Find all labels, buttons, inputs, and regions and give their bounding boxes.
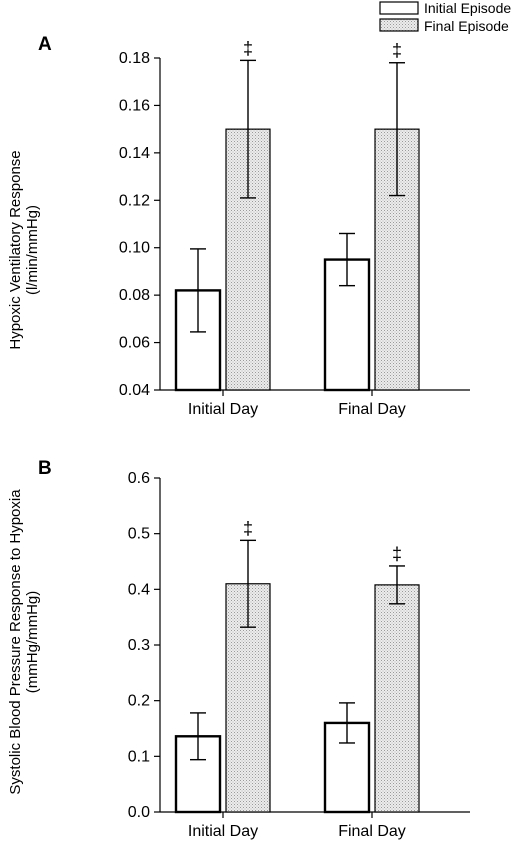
y-axis-title: Systolic Blood Pressure Response to Hypo… xyxy=(7,489,24,795)
y-tick-label: 0.04 xyxy=(119,382,150,399)
axes: 0.04 0.06 0.08 0.10 0.12 0.14 0.16 0.18 Initial … xyxy=(119,50,470,418)
y-tick-label: 0.06 xyxy=(119,335,150,352)
bar-final-episode xyxy=(374,584,420,813)
y-tick-label: 0.4 xyxy=(128,581,150,598)
y-axis-units: (mmHg/mmHg) xyxy=(24,591,41,694)
y-tick-label: 0.5 xyxy=(128,526,150,543)
y-axis-title: Hypoxic Ventilatory Response xyxy=(7,150,24,349)
y-tick-label: 0.6 xyxy=(128,470,150,487)
y-tick-label: 0.0 xyxy=(128,804,150,821)
panel-a: A Hypoxic Ventilatory Response (l/min/mm… xyxy=(7,34,470,418)
y-tick-label: 0.14 xyxy=(119,145,150,162)
legend-label-final: Final Episode xyxy=(424,18,509,34)
x-tick-label: Initial Day xyxy=(188,401,258,418)
y-tick-label: 0.1 xyxy=(128,748,150,765)
legend: Initial Episode Final Episode xyxy=(379,0,511,34)
y-tick-label: 0.08 xyxy=(119,287,150,304)
significance-marker: ‡ xyxy=(243,518,253,538)
legend-swatch-initial xyxy=(379,1,419,15)
panel-b: B Systolic Blood Pressure Response to Hy… xyxy=(7,458,470,840)
bar-initial-episode xyxy=(174,735,222,814)
legend-swatch-final xyxy=(379,18,419,32)
y-tick-label: 0.3 xyxy=(128,637,150,654)
x-tick-label: Final Day xyxy=(338,823,406,840)
bar-initial-episode xyxy=(323,721,371,814)
bar-final-episode xyxy=(225,583,271,813)
significance-marker: ‡ xyxy=(243,38,253,58)
bars: ‡‡ xyxy=(174,38,420,392)
y-tick-label: 0.2 xyxy=(128,693,150,710)
significance-marker: ‡ xyxy=(392,544,402,564)
y-tick-label: 0.10 xyxy=(119,240,150,257)
y-tick-label: 0.18 xyxy=(119,50,150,67)
panel-letter-a: A xyxy=(38,34,52,55)
bars: ‡‡ xyxy=(174,518,420,814)
y-axis-label: Systolic Blood Pressure Response to Hypo… xyxy=(7,489,41,795)
legend-label-initial: Initial Episode xyxy=(424,0,511,16)
significance-marker: ‡ xyxy=(392,41,402,61)
y-tick-label: 0.16 xyxy=(119,97,150,114)
y-axis-units: (l/min/mmHg) xyxy=(24,205,41,295)
y-tick-label: 0.12 xyxy=(119,192,150,209)
x-tick-label: Initial Day xyxy=(188,823,258,840)
x-tick-label: Final Day xyxy=(338,401,406,418)
panel-letter-b: B xyxy=(38,458,52,479)
y-axis-label: Hypoxic Ventilatory Response (l/min/mmHg… xyxy=(7,150,41,349)
